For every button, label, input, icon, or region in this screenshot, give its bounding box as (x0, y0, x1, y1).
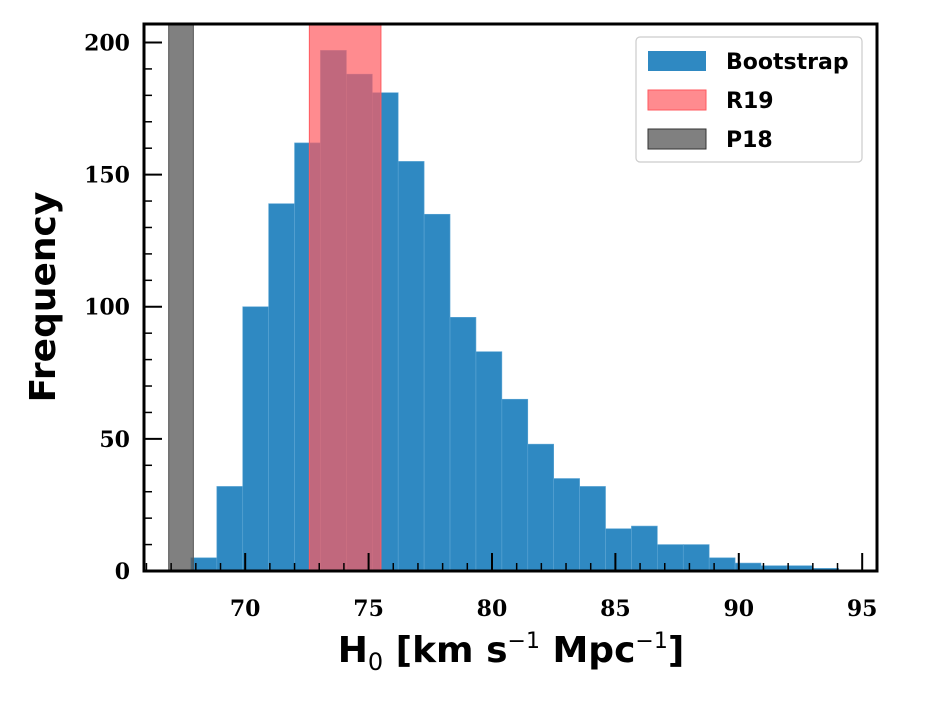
y-axis-label: Frequency (23, 192, 64, 403)
x-axis-label: H0 [km s−1 Mpc−1] (338, 629, 685, 676)
y-tick-label: 0 (115, 559, 130, 585)
histogram-bar (449, 317, 477, 572)
y-tick-label: 50 (99, 427, 130, 453)
x-tick-label: 95 (847, 596, 878, 622)
x-tick-label: 80 (477, 596, 508, 622)
x-tick-label: 90 (723, 596, 754, 622)
x-axis-label-part3: ] (668, 630, 684, 671)
histogram-bar (242, 306, 269, 572)
legend-swatch-bootstrap (648, 51, 706, 71)
histogram-bar (268, 203, 295, 572)
x-tick-label: 75 (353, 596, 384, 622)
histogram-bar (631, 525, 658, 572)
histogram-bar (527, 443, 554, 572)
y-tick-label: 200 (84, 30, 130, 56)
histogram-bar (190, 557, 218, 572)
x-axis-label-sub: 0 (368, 648, 383, 676)
x-axis-label-main: H (338, 630, 368, 671)
histogram-bar (682, 544, 710, 572)
band-r19 (308, 23, 382, 572)
y-tick-label: 150 (84, 163, 130, 189)
x-axis-label-sup2: −1 (635, 629, 667, 654)
histogram-bar (579, 486, 606, 572)
axis-tick-labels: 70 75 80 85 90 95 0 50 100 150 200 (84, 30, 877, 622)
x-tick-label: 85 (600, 596, 631, 622)
histogram-bar (657, 544, 684, 572)
histogram-bar (423, 213, 451, 572)
band-p18 (168, 23, 194, 572)
histogram-bar (708, 557, 736, 572)
plot-frame (142, 22, 879, 573)
x-axis-label-part1: [km s (383, 630, 507, 671)
x-tick-label: 70 (230, 596, 261, 622)
legend-label-p18: P18 (726, 128, 773, 153)
x-axis-label-part2: Mpc (540, 630, 635, 671)
legend-label-bootstrap: Bootstrap (726, 50, 849, 75)
legend: Bootstrap R19 P18 (635, 36, 863, 163)
histogram-bar (553, 478, 580, 572)
legend-label-r19: R19 (726, 89, 774, 114)
y-tick-label: 100 (84, 295, 130, 321)
x-axis-label-sup1: −1 (508, 629, 540, 654)
histogram-bar (475, 351, 503, 572)
legend-swatch-p18 (647, 128, 707, 150)
histogram-bar (397, 161, 425, 572)
histogram-bar (605, 528, 632, 572)
histogram-bar (501, 398, 529, 572)
legend-swatch-r19 (647, 89, 707, 111)
histogram-bar (216, 486, 244, 572)
